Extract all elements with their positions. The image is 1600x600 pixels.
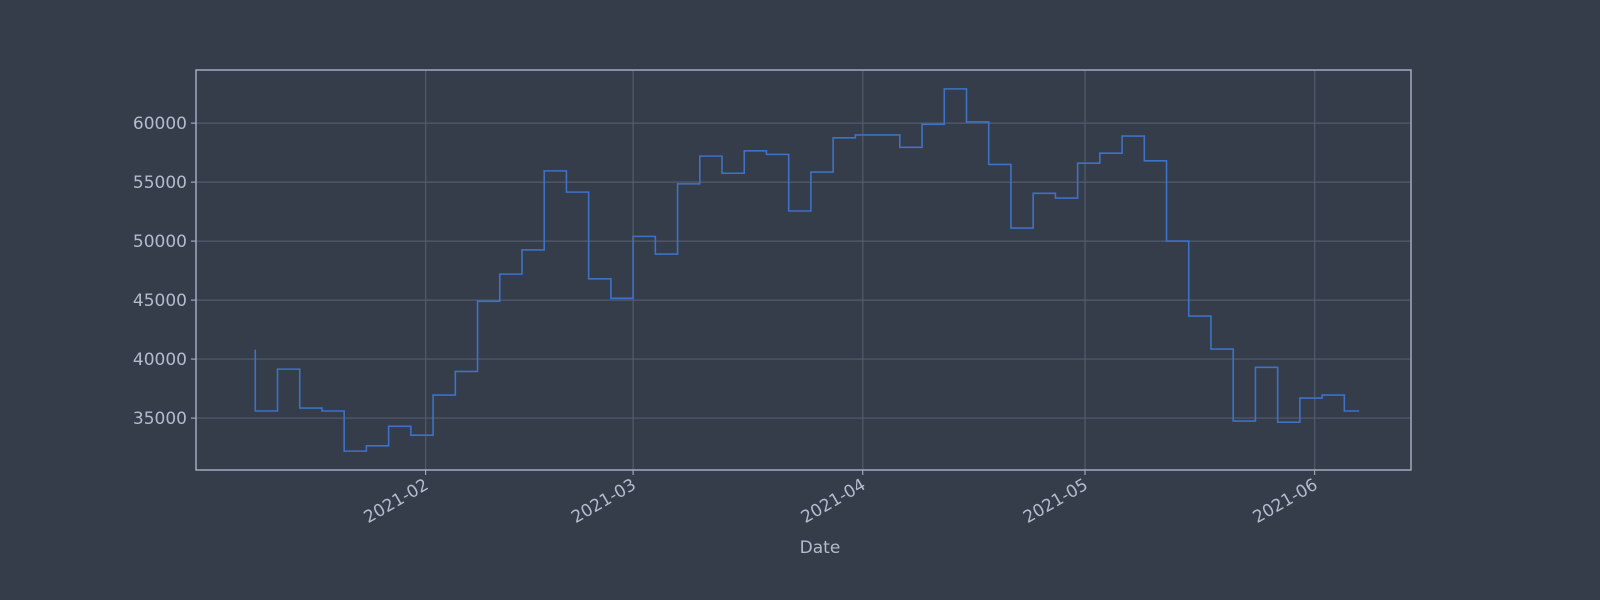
- y-tick-label: 35000: [133, 409, 187, 429]
- x-axis-label: Date: [800, 538, 841, 558]
- y-tick-label: 40000: [133, 350, 187, 370]
- y-tick-label: 60000: [133, 114, 187, 134]
- y-tick-label: 50000: [133, 232, 187, 252]
- y-tick-label: 55000: [133, 173, 187, 193]
- data-line: [254, 88, 1360, 452]
- plot-frame: [195, 69, 1412, 471]
- y-tick-label: 45000: [133, 291, 187, 311]
